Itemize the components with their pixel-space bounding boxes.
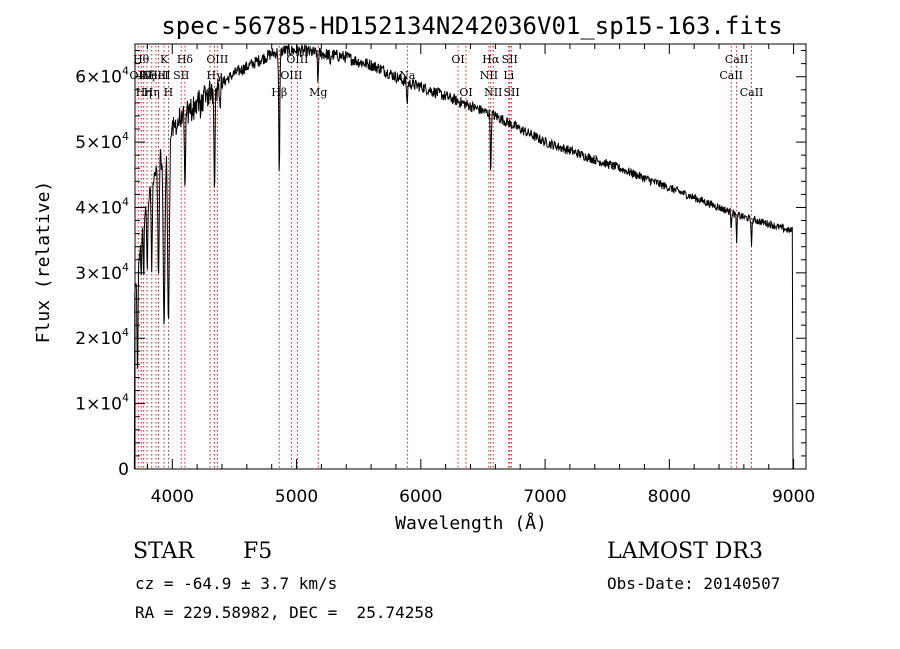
spectrum-line xyxy=(133,44,794,470)
line-label-14: Hβ xyxy=(271,86,287,99)
line-label-29: CaII xyxy=(740,86,764,99)
line-label-18: Na xyxy=(399,69,416,82)
observation-date: Obs-Date: 20140507 xyxy=(607,574,781,593)
y-tick-label-1: 1×104 xyxy=(75,392,129,415)
y-tick-label-5: 5×104 xyxy=(75,130,129,153)
y-axis-label: Flux (relative) xyxy=(33,181,54,344)
coordinates-readout: RA = 229.58982, DEC = 25.74258 xyxy=(135,603,434,622)
y-tick-label-2: 2×104 xyxy=(75,326,129,349)
line-label-5: NeIII xyxy=(141,69,170,82)
y-tick-label-6: 6×104 xyxy=(75,65,129,88)
line-label-12: Hγ xyxy=(206,69,223,82)
line-label-24: Li xyxy=(503,69,514,82)
line-label-19: OI xyxy=(451,53,464,66)
line-label-11: G xyxy=(206,86,215,99)
line-label-16: OIII xyxy=(286,53,308,66)
line-label-27: CaII xyxy=(719,69,743,82)
axis-ticks: 4000 5000 6000 7000 8000 9000 0 1×104 2×104 3×104… xyxy=(75,44,815,507)
line-label-22: Hα xyxy=(482,53,500,66)
chart-title: spec-56785-HD152134N242036V01_sp15-163.f… xyxy=(161,12,782,40)
x-tick-label-3: 7000 xyxy=(523,487,566,507)
line-label-8: H xyxy=(164,86,174,99)
line-label-25: SII xyxy=(502,53,518,66)
line-label-4: Hη xyxy=(144,86,160,99)
line-label-3: Hζ xyxy=(139,69,155,82)
y-tick-label-0: 0 xyxy=(118,460,129,480)
line-label-23: NII xyxy=(484,86,502,99)
line-label-28: CaII xyxy=(725,53,749,66)
line-label-10: Hδ xyxy=(177,53,194,66)
line-label-13: OIII xyxy=(206,53,228,66)
subclass: F5 xyxy=(243,539,273,564)
line-label-15: OIII xyxy=(280,69,302,82)
x-tick-label-1: 5000 xyxy=(275,487,318,507)
line-label-1: Hθ xyxy=(133,53,150,66)
line-label-0: OII xyxy=(129,69,147,82)
line-markers xyxy=(137,46,753,469)
line-label-20: OI xyxy=(459,86,472,99)
redshift-readout: cz = -64.9 ± 3.7 km/s xyxy=(135,574,338,593)
line-label-6: HeI xyxy=(148,69,168,82)
line-label-7: K xyxy=(160,53,169,66)
y-tick-label-4: 4×104 xyxy=(75,195,129,218)
line-label-17: Mg xyxy=(309,86,327,99)
object-class: STAR xyxy=(133,539,194,564)
x-tick-label-0: 4000 xyxy=(151,487,194,507)
line-label-26: SII xyxy=(504,86,520,99)
x-tick-label-2: 6000 xyxy=(399,487,442,507)
line-label-9: SII xyxy=(173,69,189,82)
x-axis-label: Wavelength (Å) xyxy=(395,512,547,534)
x-tick-label-5: 9000 xyxy=(772,487,815,507)
line-label-21: NII xyxy=(480,69,498,82)
y-tick-label-3: 3×104 xyxy=(75,261,129,284)
survey-name: LAMOST DR3 xyxy=(607,539,763,564)
line-label-2: Hη xyxy=(136,86,152,99)
x-tick-label-4: 8000 xyxy=(648,487,691,507)
